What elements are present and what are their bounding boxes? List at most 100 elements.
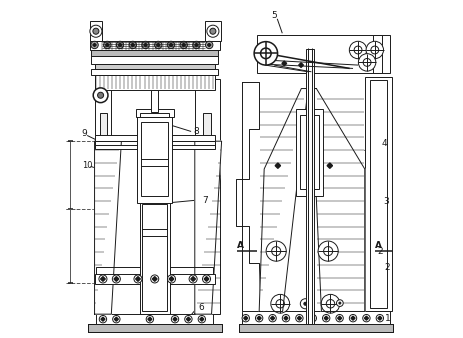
Circle shape — [113, 315, 120, 323]
Circle shape — [184, 315, 192, 323]
Circle shape — [336, 300, 343, 307]
Bar — [141, 122, 168, 196]
Polygon shape — [186, 317, 190, 321]
Text: A: A — [374, 241, 381, 250]
Bar — [88, 324, 221, 332]
Text: A: A — [237, 241, 244, 250]
Circle shape — [112, 275, 120, 283]
Polygon shape — [310, 316, 314, 320]
Polygon shape — [100, 276, 105, 281]
Bar — [94, 136, 214, 141]
Bar — [94, 79, 110, 314]
Circle shape — [134, 275, 142, 283]
Text: 8: 8 — [193, 127, 199, 136]
Circle shape — [167, 41, 174, 49]
Circle shape — [282, 314, 289, 322]
Circle shape — [198, 315, 205, 323]
Circle shape — [209, 28, 215, 34]
Circle shape — [375, 314, 383, 322]
Polygon shape — [106, 43, 109, 47]
Circle shape — [353, 46, 361, 54]
Text: 9: 9 — [81, 129, 88, 138]
Circle shape — [295, 314, 302, 322]
Text: 1: 1 — [384, 314, 389, 322]
Circle shape — [349, 41, 366, 59]
Polygon shape — [243, 316, 247, 320]
Circle shape — [303, 302, 306, 305]
Polygon shape — [135, 276, 140, 281]
Polygon shape — [101, 317, 105, 321]
Polygon shape — [93, 43, 96, 47]
Circle shape — [349, 314, 356, 322]
Text: 2: 2 — [384, 263, 389, 272]
Bar — [257, 35, 389, 73]
Circle shape — [370, 46, 378, 54]
Bar — [96, 267, 213, 274]
Bar — [203, 113, 210, 314]
Bar — [91, 56, 218, 64]
Bar — [96, 314, 213, 324]
Bar — [91, 69, 218, 75]
Polygon shape — [283, 316, 288, 320]
Circle shape — [116, 41, 124, 49]
Polygon shape — [270, 316, 274, 320]
Bar — [140, 113, 169, 117]
Circle shape — [97, 92, 103, 98]
Bar — [300, 115, 319, 189]
Polygon shape — [194, 43, 198, 47]
Circle shape — [325, 299, 334, 308]
Circle shape — [365, 41, 383, 59]
Circle shape — [320, 294, 339, 313]
Circle shape — [142, 41, 149, 49]
Text: 7: 7 — [201, 195, 207, 204]
Circle shape — [363, 58, 370, 66]
Circle shape — [129, 41, 136, 49]
Text: 10: 10 — [81, 161, 92, 170]
Circle shape — [335, 314, 343, 322]
Circle shape — [254, 42, 277, 65]
Bar — [369, 80, 386, 308]
Circle shape — [270, 294, 289, 313]
Polygon shape — [181, 43, 185, 47]
Polygon shape — [207, 43, 210, 47]
Bar — [142, 204, 167, 312]
Polygon shape — [173, 317, 177, 321]
Circle shape — [206, 25, 219, 37]
Polygon shape — [118, 43, 121, 47]
Bar — [242, 312, 389, 324]
Circle shape — [93, 88, 108, 103]
Circle shape — [260, 48, 270, 58]
Text: 6: 6 — [198, 304, 204, 312]
Circle shape — [103, 41, 111, 49]
Circle shape — [268, 314, 275, 322]
Bar — [94, 274, 214, 284]
Polygon shape — [94, 141, 121, 314]
Bar — [94, 64, 214, 69]
Polygon shape — [152, 276, 157, 281]
Polygon shape — [114, 317, 118, 321]
Circle shape — [192, 41, 200, 49]
Circle shape — [150, 275, 158, 283]
Circle shape — [205, 41, 213, 49]
Circle shape — [323, 247, 332, 256]
Polygon shape — [169, 276, 174, 281]
Polygon shape — [363, 316, 368, 320]
Polygon shape — [235, 82, 259, 312]
Bar — [139, 200, 169, 314]
Polygon shape — [144, 43, 147, 47]
Bar — [94, 141, 214, 147]
Text: 2: 2 — [376, 247, 382, 257]
Polygon shape — [194, 141, 221, 314]
Polygon shape — [204, 276, 208, 281]
Polygon shape — [190, 276, 195, 281]
Circle shape — [357, 54, 375, 71]
Polygon shape — [297, 316, 301, 320]
Circle shape — [167, 275, 175, 283]
Polygon shape — [200, 317, 203, 321]
Polygon shape — [377, 316, 381, 320]
Bar — [194, 79, 219, 314]
Bar — [296, 108, 322, 196]
Bar — [91, 50, 218, 56]
Bar — [305, 49, 313, 324]
Bar — [100, 113, 107, 314]
